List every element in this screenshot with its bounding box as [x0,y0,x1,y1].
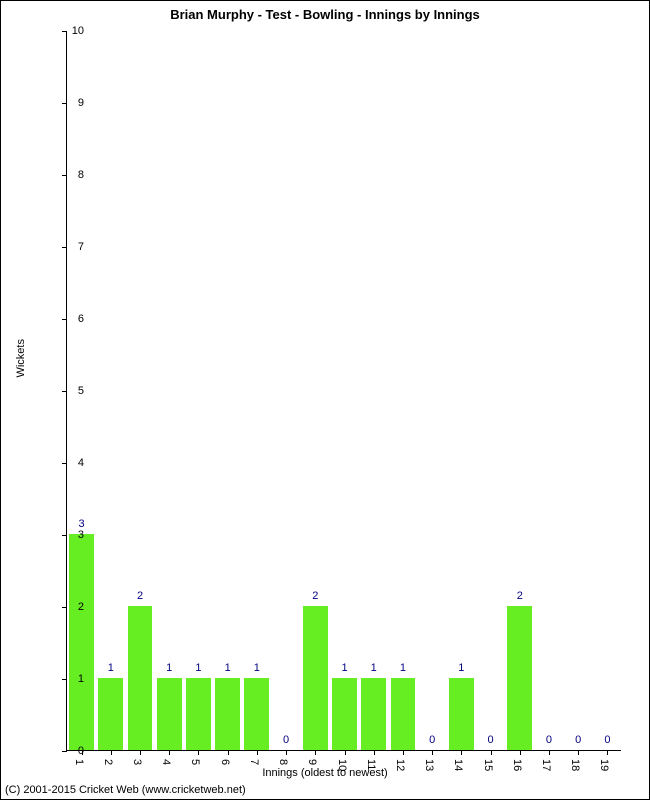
ytick-mark [62,751,67,752]
xtick-mark [315,750,316,755]
xtick-mark [403,750,404,755]
bar [128,606,153,750]
xtick-label: 1 [73,759,85,765]
xtick-mark [578,750,579,755]
xtick-mark [607,750,608,755]
ytick-label: 9 [78,97,84,109]
ytick-mark [62,607,67,608]
bar-value-label: 1 [341,662,347,674]
ytick-label: 1 [78,673,84,685]
bar-value-label: 0 [283,734,289,746]
ytick-mark [62,391,67,392]
bar [69,534,94,750]
xtick-label: 18 [569,759,581,771]
ytick-label: 7 [78,241,84,253]
bar [507,606,532,750]
xtick-label: 19 [598,759,610,771]
xtick-mark [491,750,492,755]
ytick-mark [62,463,67,464]
bar-value-label: 2 [312,590,318,602]
bar-value-label: 0 [546,734,552,746]
xtick-label: 5 [189,759,201,765]
bar-value-label: 1 [254,662,260,674]
bar-value-label: 2 [137,590,143,602]
xtick-label: 16 [511,759,523,771]
bar [332,678,357,750]
xtick-label: 9 [306,759,318,765]
bar [303,606,328,750]
xtick-mark [111,750,112,755]
bar [98,678,123,750]
xtick-mark [198,750,199,755]
chart-container: Brian Murphy - Test - Bowling - Innings … [0,0,650,800]
xtick-mark [374,750,375,755]
ytick-label: 3 [78,529,84,541]
bar-value-label: 0 [604,734,610,746]
xtick-label: 7 [248,759,260,765]
bar [449,678,474,750]
xtick-mark [228,750,229,755]
xtick-label: 2 [102,759,114,765]
bar-value-label: 0 [429,734,435,746]
xtick-label: 15 [482,759,494,771]
plot-area: 3 1 2 1 1 1 1 0 2 1 1 1 0 1 0 2 0 0 0 [66,31,621,751]
xtick-mark [169,750,170,755]
xtick-label: 8 [277,759,289,765]
ytick-label: 6 [78,313,84,325]
ytick-label: 0 [78,745,84,757]
ytick-mark [62,247,67,248]
y-axis-label: Wickets [15,339,27,378]
xtick-mark [461,750,462,755]
bar-value-label: 1 [400,662,406,674]
xtick-label: 11 [365,759,377,770]
bar [361,678,386,750]
bar-value-label: 1 [166,662,172,674]
chart-title: Brian Murphy - Test - Bowling - Innings … [1,7,649,22]
ytick-mark [62,31,67,32]
bar [186,678,211,750]
xtick-label: 4 [160,759,172,765]
bar [215,678,240,750]
xtick-mark [257,750,258,755]
bar-value-label: 1 [108,662,114,674]
xtick-mark [432,750,433,755]
bar-value-label: 2 [517,590,523,602]
ytick-label: 4 [78,457,84,469]
xtick-label: 14 [452,759,464,771]
xtick-mark [520,750,521,755]
ytick-label: 2 [78,601,84,613]
xtick-label: 6 [219,759,231,765]
xtick-mark [286,750,287,755]
bar [391,678,416,750]
copyright-text: (C) 2001-2015 Cricket Web (www.cricketwe… [5,784,246,796]
bar-value-label: 1 [371,662,377,674]
ytick-label: 5 [78,385,84,397]
xtick-label: 10 [336,759,348,771]
bar-value-label: 0 [575,734,581,746]
xtick-mark [140,750,141,755]
xtick-mark [549,750,550,755]
bar-value-label: 1 [195,662,201,674]
ytick-mark [62,319,67,320]
xtick-mark [345,750,346,755]
bar-value-label: 1 [225,662,231,674]
bar [244,678,269,750]
ytick-label: 8 [78,169,84,181]
bar-value-label: 0 [487,734,493,746]
ytick-mark [62,679,67,680]
ytick-mark [62,535,67,536]
xtick-label: 12 [394,759,406,771]
xtick-label: 17 [540,759,552,771]
ytick-label: 10 [72,25,84,37]
xtick-label: 13 [423,759,435,771]
bar-value-label: 1 [458,662,464,674]
xtick-label: 3 [131,759,143,765]
ytick-mark [62,103,67,104]
ytick-mark [62,175,67,176]
bar [157,678,182,750]
